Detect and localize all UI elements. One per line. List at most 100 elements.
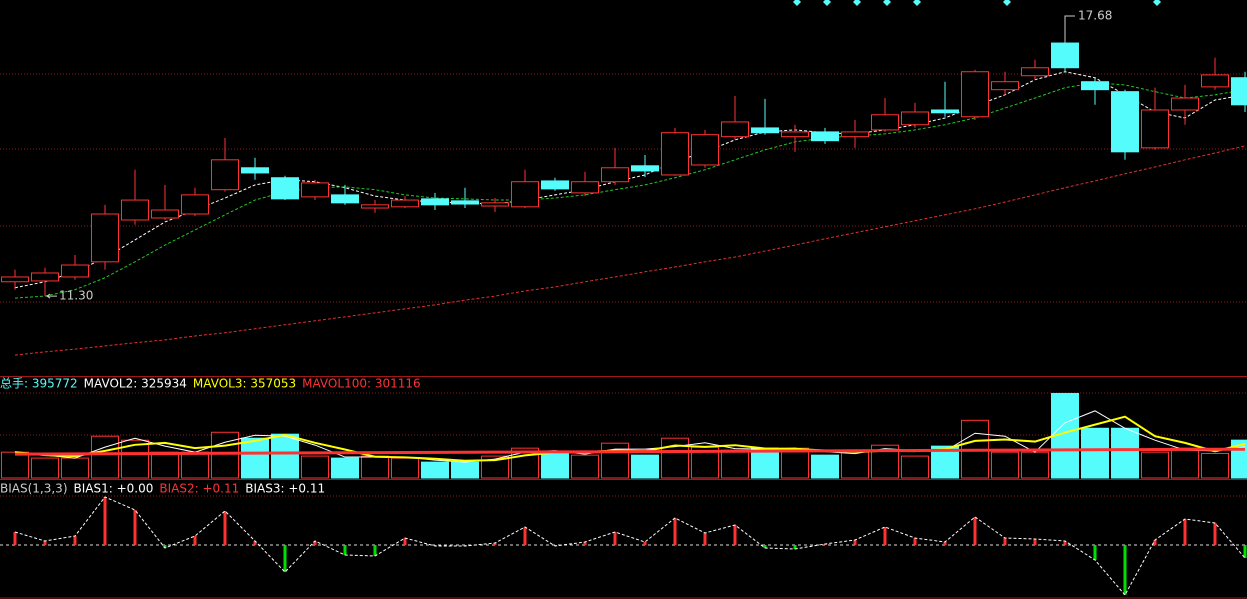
volume-bar: [91, 435, 119, 479]
volume-bar: [241, 437, 269, 479]
candle-body: [451, 200, 479, 205]
legend-entry: MAVOL2: 325934: [84, 377, 187, 391]
candle-body: [541, 180, 569, 190]
signal-marker: [883, 0, 891, 6]
candle-body: [91, 213, 119, 263]
candle-body: [1201, 74, 1229, 88]
annotation: 11.30: [59, 289, 93, 303]
candle-body: [721, 121, 749, 138]
volume-bar: [271, 433, 299, 479]
volume-bar: [1111, 427, 1139, 479]
signal-marker: [823, 0, 831, 6]
legend-entry: MAVOL100: 301116: [302, 377, 421, 391]
candle-body: [1111, 91, 1139, 153]
volume-bar: [751, 447, 779, 479]
candle-body: [691, 134, 719, 166]
legend-entry: 总手: 395772: [0, 377, 78, 391]
volume-bar: [61, 457, 89, 479]
candle-body: [841, 131, 869, 138]
volume-bar: [1, 451, 29, 479]
volume-bar: [181, 451, 209, 479]
candle-body: [901, 111, 929, 126]
candle-body: [601, 167, 629, 183]
candle-body: [631, 165, 659, 172]
line: [14, 71, 1246, 289]
legend-entry: MAVOL3: 357053: [193, 377, 296, 391]
candle-body: [1, 276, 29, 283]
volume-bar: [1171, 447, 1199, 479]
volume-bar: [991, 451, 1019, 479]
volume-bar: [631, 454, 659, 479]
candle-body: [61, 264, 89, 278]
volume-bar: [301, 455, 329, 479]
volume-bar: [661, 437, 689, 479]
annotation-pointer: [46, 293, 57, 299]
candle-body: [391, 199, 419, 208]
volume-bar: [151, 451, 179, 479]
candle-body: [271, 177, 299, 200]
line: [14, 496, 1246, 596]
signal-marker: [853, 0, 861, 6]
signal-marker: [793, 0, 801, 6]
volume-bar: [1021, 451, 1049, 479]
volume-bar: [1201, 453, 1229, 479]
signal-marker: [1153, 0, 1161, 6]
volume-bar: [901, 455, 929, 479]
candle-body: [1081, 81, 1109, 91]
volume-bar: [571, 454, 599, 479]
candle-body: [301, 182, 329, 198]
volume-bar: [391, 457, 419, 479]
signal-marker: [1003, 0, 1011, 6]
candle-body: [1141, 109, 1169, 149]
candle-body: [481, 202, 509, 207]
line: [14, 145, 1246, 356]
candle-body: [1051, 42, 1079, 69]
candle-body: [871, 114, 899, 131]
line: [14, 447, 1246, 456]
volume-bar: [1081, 427, 1109, 479]
legend-entry: BIAS3: +0.11: [245, 482, 325, 496]
candle-body: [571, 181, 599, 194]
legend-entry: BIAS1: +0.00: [74, 482, 154, 496]
candle-body: [781, 131, 809, 138]
volume-bar: [361, 455, 389, 479]
candle-body: [361, 204, 389, 209]
candle-body: [751, 127, 779, 134]
candle-body: [241, 167, 269, 174]
candle-body: [121, 199, 149, 221]
candle-body: [1021, 67, 1049, 77]
grid: [0, 73, 1247, 599]
volume-bar: [811, 454, 839, 479]
annotation: 17.68: [1078, 9, 1112, 23]
candle-body: [181, 194, 209, 215]
line: [14, 410, 1246, 463]
volume-bar: [331, 457, 359, 479]
candle-body: [961, 71, 989, 118]
candle-body: [151, 209, 179, 219]
volume-bar: [601, 442, 629, 479]
legend-entry: BIAS2: +0.11: [159, 482, 239, 496]
candle-body: [421, 198, 449, 206]
candle-body: [931, 109, 959, 114]
legend-entry: BIAS(1,3,3): [0, 482, 68, 496]
signal-marker: [913, 0, 921, 6]
candle-body: [31, 272, 59, 282]
annotation-pointer: [1064, 15, 1075, 42]
volume-bar: [31, 457, 59, 479]
volume-bar: [421, 461, 449, 479]
volume-bar: [721, 449, 749, 479]
signal-markers: [793, 0, 1161, 6]
candle-body: [211, 159, 239, 191]
volume-bar: [451, 461, 479, 479]
volume-bar: [841, 451, 869, 479]
candle-body: [1171, 97, 1199, 111]
candle-body: [661, 132, 689, 176]
candle-body: [331, 194, 359, 204]
volume-bar: [781, 447, 809, 479]
volume-bar: [1141, 451, 1169, 479]
candle-body: [811, 131, 839, 142]
candle-body: [991, 81, 1019, 91]
